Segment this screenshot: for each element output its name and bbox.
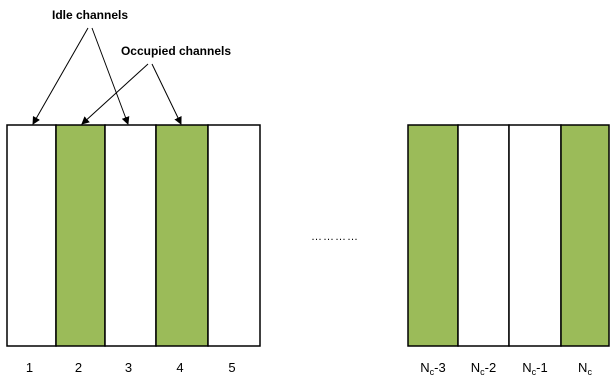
- channel-index-nc-minus-2: Nc-2: [471, 360, 496, 377]
- idle-arrow-to-channel-3: [91, 27, 130, 125]
- channel-index-labels: 1 2 3 4 5 Nc-3 Nc-2 Nc-1 Nc: [26, 360, 593, 377]
- channel-nc-minus-2-idle: [457, 124, 510, 347]
- channel-index-4: 4: [176, 360, 183, 375]
- channel-group-right: [407, 124, 610, 347]
- channel-index-3: 3: [125, 360, 132, 375]
- channel-5-idle: [207, 124, 261, 347]
- occupied-arrow-to-channel-2: [81, 63, 149, 125]
- channel-index-5: 5: [228, 360, 235, 375]
- channel-index-nc: Nc: [578, 360, 592, 377]
- idle-channels-label: Idle channels: [52, 8, 128, 22]
- channel-index-nc-minus-3: Nc-3: [420, 360, 445, 377]
- channel-4-occupied: [155, 124, 209, 347]
- occupied-channels-label: Occupied channels: [121, 44, 231, 58]
- idle-arrow-to-channel-1: [32, 27, 89, 125]
- channel-nc-minus-3-occupied: [407, 124, 459, 347]
- channel-index-nc-minus-1: Nc-1: [522, 360, 547, 377]
- ellipsis-dots: …………: [311, 231, 359, 243]
- channel-index-2: 2: [75, 360, 82, 375]
- occupied-arrow-to-channel-4: [151, 63, 182, 125]
- channel-nc-occupied: [560, 124, 610, 347]
- channel-nc-minus-1-idle: [508, 124, 562, 347]
- channel-group-left: [6, 124, 261, 347]
- channel-2-occupied: [55, 124, 106, 347]
- channel-3-idle: [104, 124, 157, 347]
- channel-index-1: 1: [26, 360, 33, 375]
- channel-1-idle: [6, 124, 57, 347]
